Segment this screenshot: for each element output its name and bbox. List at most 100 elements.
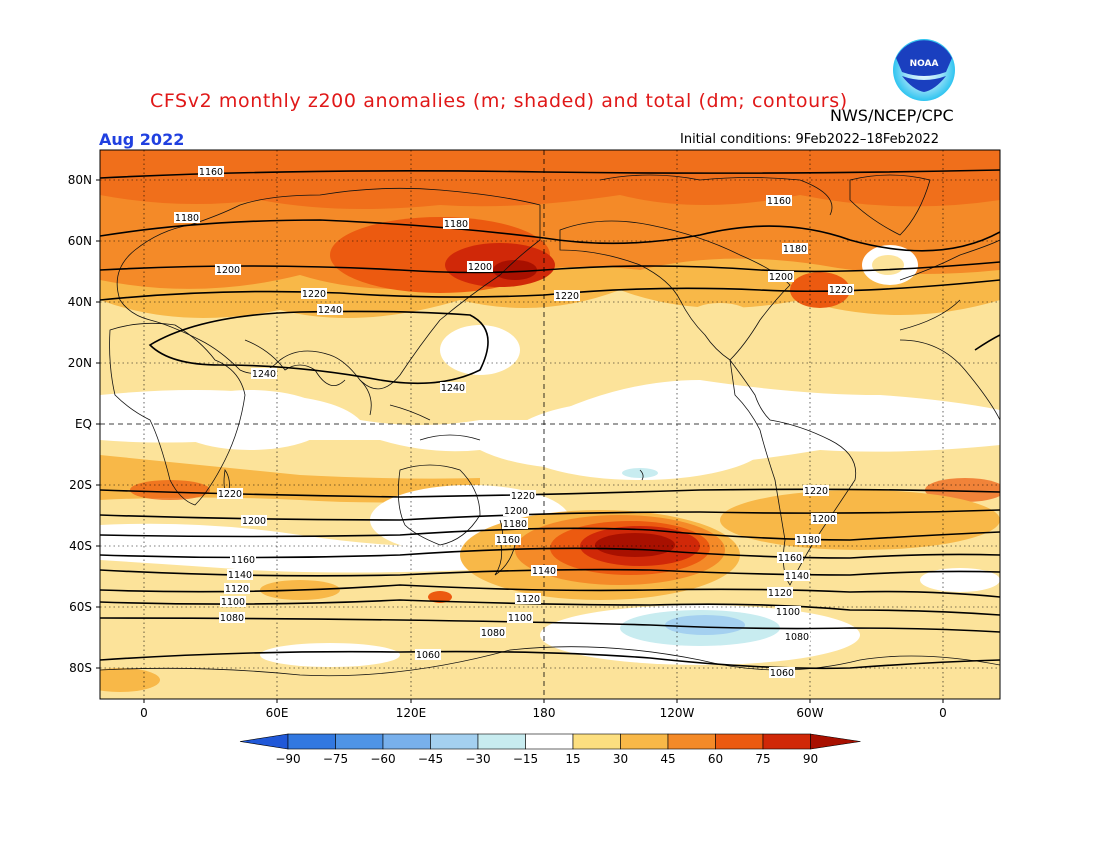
colorbar-segment (335, 733, 384, 750)
svg-text:1140: 1140 (785, 571, 809, 582)
svg-text:1080: 1080 (785, 632, 809, 643)
contour-label: 1120 (767, 587, 793, 599)
svg-text:1180: 1180 (503, 519, 527, 530)
contour-label: 1060 (769, 667, 795, 679)
contour-label: 1220 (803, 485, 829, 497)
colorbar-label: −15 (513, 752, 538, 766)
colorbar-segment (525, 733, 574, 750)
colorbar-label: 15 (565, 752, 580, 766)
lat-label: 80N (68, 173, 92, 187)
contour-label: 1180 (443, 218, 469, 230)
colorbar-segment (287, 733, 336, 750)
svg-text:1140: 1140 (228, 570, 252, 581)
contour-label: 1220 (217, 488, 243, 500)
lon-label: 120W (660, 706, 695, 720)
svg-text:1200: 1200 (468, 262, 492, 273)
svg-text:1160: 1160 (231, 555, 255, 566)
svg-text:1100: 1100 (508, 613, 532, 624)
svg-text:1200: 1200 (216, 265, 240, 276)
contour-label: 1200 (241, 515, 267, 527)
contour-label: 1160 (495, 534, 521, 546)
lat-label: 40S (69, 539, 92, 553)
lon-label: 0 (939, 706, 947, 720)
svg-text:1240: 1240 (252, 369, 276, 380)
svg-text:1200: 1200 (812, 514, 836, 525)
svg-text:1220: 1220 (804, 486, 828, 497)
svg-text:1100: 1100 (776, 607, 800, 618)
contour-labels: 1160 1160 1180 1180 1180 1200 1200 1200 … (174, 166, 854, 679)
svg-text:1220: 1220 (555, 291, 579, 302)
colorbar-label: −60 (370, 752, 395, 766)
svg-text:1180: 1180 (444, 219, 468, 230)
colorbar-segment (382, 733, 431, 750)
contour-label: 1160 (766, 195, 792, 207)
anomaly-shading (100, 150, 1000, 699)
contour-label: 1100 (507, 612, 533, 624)
svg-text:1160: 1160 (496, 535, 520, 546)
contour-label: 1180 (782, 243, 808, 255)
svg-text:1160: 1160 (767, 196, 791, 207)
contour-label: 1200 (215, 264, 241, 276)
contour-label: 1060 (415, 649, 441, 661)
svg-text:1180: 1180 (783, 244, 807, 255)
longitude-axis: 0 60E 120E 180 120W 60W 0 (140, 699, 947, 720)
latitude-axis: 80N 60N 40N 20N EQ 20S 40S 60S 80S (68, 173, 100, 675)
svg-text:1200: 1200 (504, 506, 528, 517)
lon-label: 60E (266, 706, 289, 720)
contour-label: 1100 (775, 606, 801, 618)
contour-label: 1080 (480, 627, 506, 639)
colorbar-segment (667, 733, 716, 750)
contour-label: 1160 (777, 552, 803, 564)
svg-text:1060: 1060 (416, 650, 440, 661)
colorbar-segment (715, 733, 764, 750)
contour-label: 1180 (502, 518, 528, 530)
colorbar-label: −30 (465, 752, 490, 766)
agency-label: NWS/NCEP/CPC (830, 106, 954, 125)
svg-text:1160: 1160 (778, 553, 802, 564)
svg-text:1180: 1180 (175, 213, 199, 224)
colorbar-label: 60 (708, 752, 723, 766)
svg-text:1220: 1220 (218, 489, 242, 500)
contour-label: 1220 (301, 288, 327, 300)
colorbar-label: −45 (418, 752, 443, 766)
contour-label: 1160 (230, 554, 256, 566)
map-grid (100, 150, 1000, 699)
lat-label: 80S (69, 661, 92, 675)
lat-label: 60S (69, 600, 92, 614)
contour-label: 1120 (515, 593, 541, 605)
contour-label: 1200 (768, 271, 794, 283)
lon-label: 120E (396, 706, 427, 720)
map-title: CFSv2 monthly z200 anomalies (m; shaded)… (150, 90, 848, 112)
contour-label: 1220 (554, 290, 580, 302)
colorbar-segment (572, 733, 621, 750)
contour-label: 1140 (531, 565, 557, 577)
colorbar-segment (762, 733, 811, 750)
contour-label: 1180 (795, 534, 821, 546)
contour-label: 1080 (219, 612, 245, 624)
lon-label: 0 (140, 706, 148, 720)
contour-label: 1240 (251, 368, 277, 380)
contour-label: 1120 (224, 583, 250, 595)
initial-conditions: Initial conditions: 9Feb2022–18Feb2022 (680, 132, 940, 147)
contour-label: 1200 (503, 505, 529, 517)
contour-label: 1200 (467, 261, 493, 273)
svg-text:1160: 1160 (199, 167, 223, 178)
contour-label: 1100 (220, 596, 246, 608)
contour-label: 1240 (440, 382, 466, 394)
svg-text:1060: 1060 (770, 668, 794, 679)
coastlines (100, 174, 1000, 677)
svg-text:1120: 1120 (516, 594, 540, 605)
colorbar-label: 45 (660, 752, 675, 766)
svg-text:1100: 1100 (221, 597, 245, 608)
svg-text:1220: 1220 (511, 491, 535, 502)
lon-label: 60W (796, 706, 823, 720)
svg-text:1200: 1200 (242, 516, 266, 527)
colorbar-label: −75 (323, 752, 348, 766)
colorbar-arrow-high (810, 733, 861, 750)
lat-label: 40N (68, 295, 92, 309)
svg-text:1080: 1080 (481, 628, 505, 639)
height-contours (100, 169, 1000, 670)
colorbar-segment (430, 733, 479, 750)
contour-label: 1160 (198, 166, 224, 178)
noaa-logo-text: NOAA (910, 59, 939, 69)
